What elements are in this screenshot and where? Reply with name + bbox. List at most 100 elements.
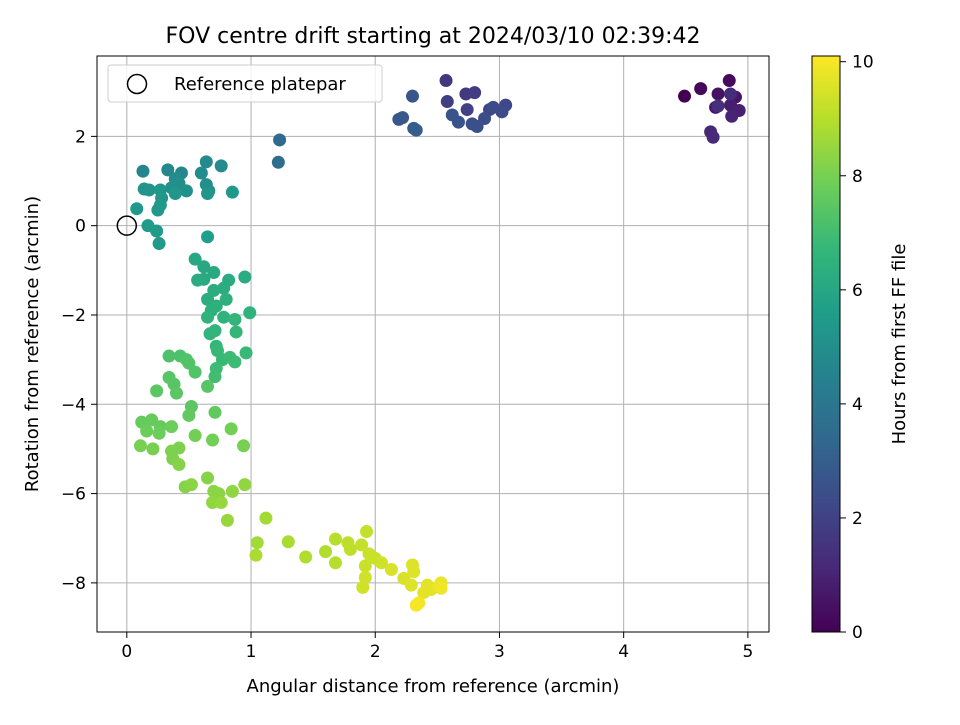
scatter-point (214, 496, 228, 510)
x-tick-label: 2 (370, 642, 381, 662)
scatter-point (191, 273, 205, 287)
scatter-point (238, 478, 252, 492)
scatter-point (188, 252, 202, 266)
colorbar-tick-label: 8 (852, 167, 863, 187)
y-tick-label: −8 (61, 574, 86, 594)
scatter-point (199, 155, 213, 169)
scatter-point (179, 184, 193, 198)
scatter-point (406, 89, 420, 103)
scatter-point (468, 86, 482, 100)
x-axis-label: Angular distance from reference (arcmin) (247, 676, 620, 697)
scatter-point (161, 163, 175, 177)
scatter-point (197, 260, 211, 274)
scatter-point (228, 355, 242, 369)
scatter-point (208, 370, 222, 384)
scatter-point (711, 87, 725, 101)
scatter-point (328, 556, 342, 570)
y-tick-label: −2 (61, 306, 86, 326)
colorbar-tick-label: 6 (852, 281, 863, 301)
scatter-point (207, 266, 221, 280)
scatter-point (486, 100, 500, 114)
scatter-point (201, 187, 215, 201)
scatter-point (281, 535, 295, 549)
legend-reference-marker (126, 73, 148, 95)
legend: Reference platepar (107, 64, 383, 103)
x-tick-label: 5 (742, 642, 753, 662)
y-tick-label: −4 (61, 395, 86, 415)
scatter-point (140, 424, 154, 438)
scatter-point (460, 103, 474, 117)
scatter-point (319, 545, 333, 559)
scatter-point (271, 155, 285, 169)
scatter-point (328, 532, 342, 546)
scatter-point (239, 346, 253, 360)
scatter-point (201, 471, 215, 485)
scatter-point (165, 420, 179, 434)
scatter-point (194, 166, 208, 180)
scatter-point (356, 580, 370, 594)
scatter-point (201, 379, 215, 393)
scatter-point (237, 439, 251, 453)
scatter-point (299, 550, 313, 564)
colorbar-tick-label: 2 (852, 509, 863, 529)
scatter-point (434, 581, 448, 595)
plot-frame (96, 55, 770, 633)
scatter-point (169, 386, 183, 400)
scatter-point (470, 120, 484, 134)
colorbar-gradient (811, 55, 841, 633)
x-tick-label: 0 (121, 642, 132, 662)
colorbar-ticks: 0 2 4 6 8 10 (840, 53, 874, 643)
scatter-point (694, 82, 708, 96)
scatter-point (723, 87, 737, 101)
scatter-point (133, 439, 147, 453)
scatter-point (150, 224, 164, 238)
legend-label-reference-platepar: Reference platepar (174, 74, 346, 95)
scatter-point (136, 164, 150, 178)
scatter-point (439, 74, 453, 88)
y-axis-label: Rotation from reference (arcmin) (22, 196, 43, 492)
scatter-point (188, 365, 202, 379)
colorbar: 0 2 4 6 8 10 Hours from first FF file (811, 53, 910, 643)
scatter-point (150, 384, 164, 398)
scatter-point (151, 203, 165, 217)
scatter-point (225, 484, 239, 498)
scatter-point (224, 422, 238, 436)
scatter-point (243, 306, 257, 320)
scatter-point (678, 89, 692, 103)
legend-box (107, 64, 383, 103)
scatter-point (184, 478, 198, 492)
x-tick-label: 3 (494, 642, 505, 662)
scatter-point (220, 513, 234, 527)
scatter-point (201, 310, 215, 324)
scatter-point (249, 548, 263, 562)
scatter-point (162, 349, 176, 363)
scatter-point (725, 109, 739, 123)
scatter-point (407, 565, 421, 579)
scatter-point (445, 108, 459, 122)
colorbar-tick-label: 0 (852, 623, 863, 643)
scatter-point (384, 562, 398, 576)
scatter-point (259, 511, 273, 525)
scatter-point (409, 598, 423, 612)
scatter-point (152, 426, 166, 440)
reference-platepar-marker (116, 215, 138, 236)
scatter-point (360, 525, 374, 539)
scatter-point (228, 312, 242, 326)
scatter-point (343, 542, 357, 556)
scatter-point (201, 230, 215, 244)
grid (97, 56, 769, 632)
scatter-point (355, 538, 369, 552)
scatter-point (146, 442, 160, 456)
scatter-point (706, 130, 720, 144)
x-axis-ticks: 0 1 2 3 4 5 (121, 632, 753, 662)
scatter-point (409, 123, 423, 137)
colorbar-tick-label: 10 (852, 53, 874, 73)
scatter-point (206, 433, 220, 447)
colorbar-tick-label: 4 (852, 395, 863, 415)
y-tick-label: 0 (75, 217, 86, 237)
y-tick-label: 2 (75, 127, 86, 147)
scatter-point (440, 95, 454, 109)
y-axis-ticks: −8 −6 −4 −2 0 2 (61, 127, 97, 594)
